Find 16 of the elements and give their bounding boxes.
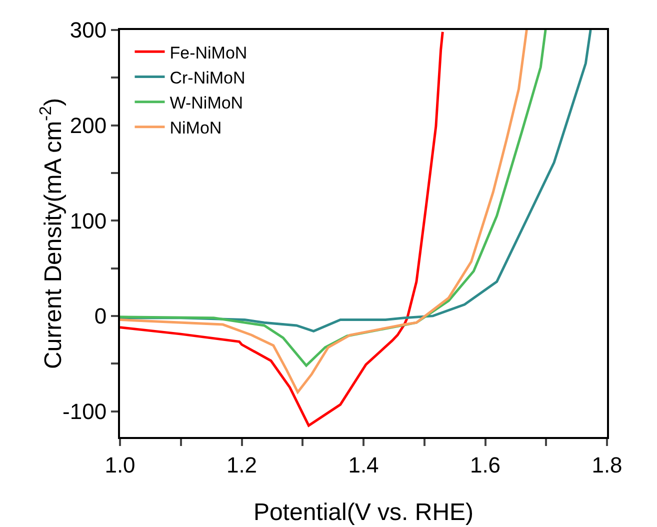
y-tick-label: 300 <box>70 18 107 43</box>
x-tick-label: 1.8 <box>592 452 622 478</box>
x-tick-label: 1.0 <box>104 452 136 478</box>
line-series <box>120 30 444 427</box>
y-tick-label: 200 <box>70 113 107 138</box>
legend-label: W-NiMoN <box>170 93 244 112</box>
x-tick-label: 1.6 <box>470 452 501 478</box>
x-tick-label: 1.2 <box>226 452 258 478</box>
y-tick-label: 100 <box>70 208 107 234</box>
legend-label: Fe-NiMoN <box>170 43 248 62</box>
x-axis-title: Potential(V vs. RHE) <box>253 499 474 526</box>
legend-label: NiMoN <box>170 118 222 138</box>
y-tick-label: -100 <box>62 398 107 424</box>
x-tick-label: 1.4 <box>348 452 379 478</box>
y-tick-label: 0 <box>94 304 107 329</box>
legend-label: Cr-NiMoN <box>170 68 246 88</box>
